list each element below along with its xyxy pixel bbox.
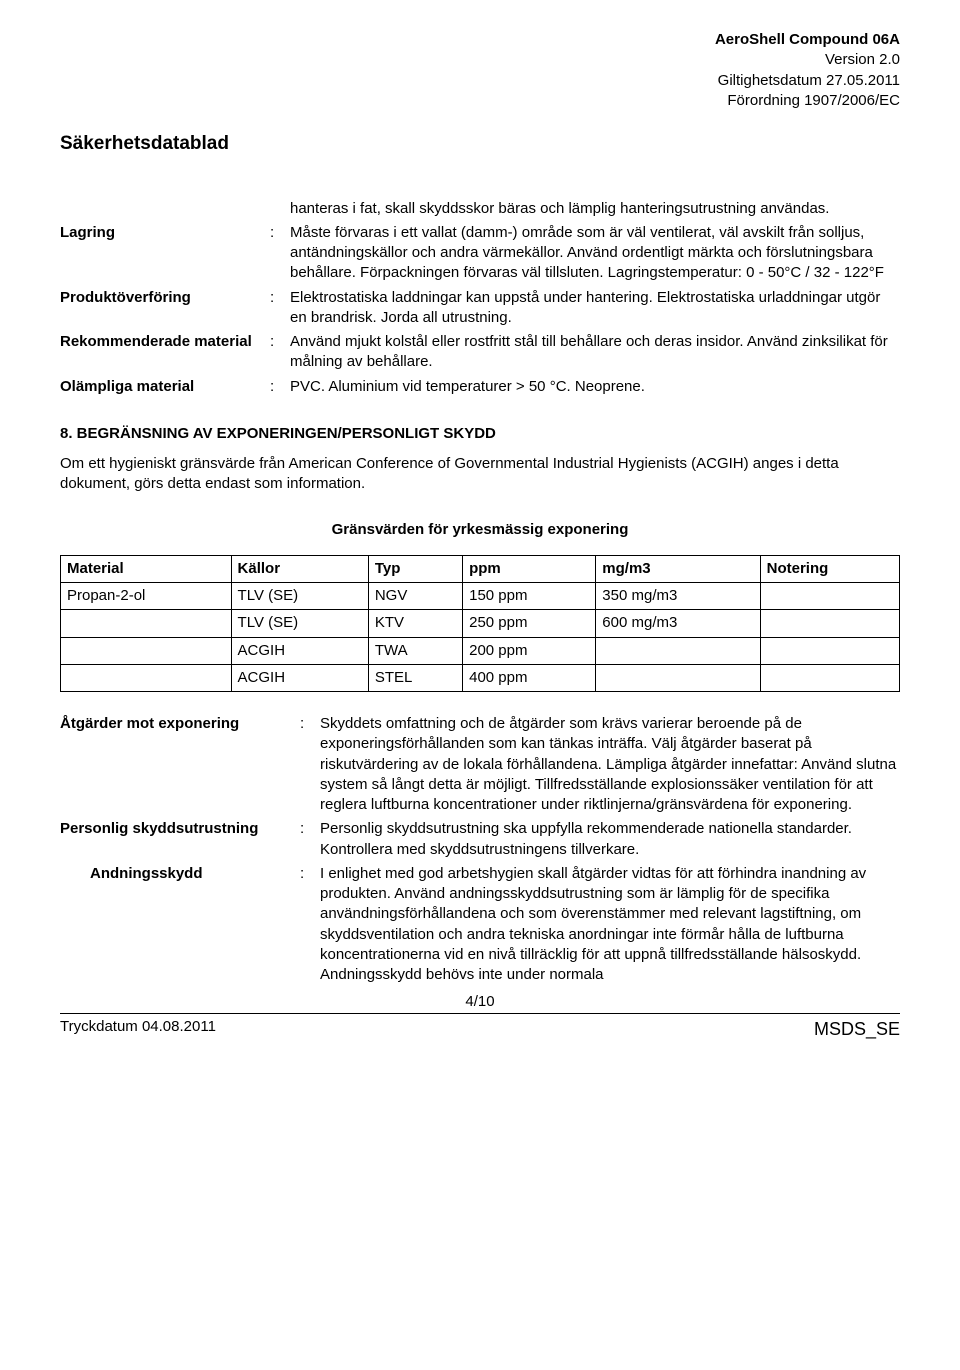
table-cell [760,583,899,610]
definition-row: Olämpliga material:PVC. Aluminium vid te… [60,375,900,399]
table-row: ACGIHTWA200 ppm [61,637,900,664]
table-cell: TLV (SE) [231,610,368,637]
table-cell: ACGIH [231,664,368,691]
table-cell: ACGIH [231,637,368,664]
colon: : [270,375,290,399]
table-cell: TWA [368,637,462,664]
page-footer: Tryckdatum 04.08.2011 MSDS_SE [60,1013,900,1041]
table-cell: 200 ppm [463,637,596,664]
definition-value: Elektrostatiska laddningar kan uppstå un… [290,286,900,331]
page-number-above-rule: 4/10 [60,992,900,1012]
table-cell: 250 ppm [463,610,596,637]
colon [270,197,290,221]
definition-label: Lagring [60,221,270,286]
exposure-limits-table: MaterialKällorTypppmmg/m3Notering Propan… [60,555,900,692]
colon: : [300,862,320,988]
table-header-row: MaterialKällorTypppmmg/m3Notering [61,555,900,582]
definition-row: Rekommenderade material:Använd mjukt kol… [60,330,900,375]
table-cell: TLV (SE) [231,583,368,610]
definition-row: Åtgärder mot exponering:Skyddets omfattn… [60,712,900,817]
definition-label: Produktöverföring [60,286,270,331]
validity-date: Giltighetsdatum 27.05.2011 [60,71,900,91]
definition-label [60,197,270,221]
table-cell [61,664,232,691]
msds-code: MSDS_SE [814,1017,900,1041]
definition-label: Andningsskydd [60,862,300,988]
regulation-text: Förordning 1907/2006/EC [60,91,900,111]
definition-value: Använd mjukt kolstål eller rostfritt stå… [290,330,900,375]
table-body: Propan-2-olTLV (SE)NGV150 ppm350 mg/m3TL… [61,583,900,692]
table-cell: Propan-2-ol [61,583,232,610]
section-8-intro: Om ett hygieniskt gränsvärde från Americ… [60,454,900,495]
table-cell: KTV [368,610,462,637]
header-block: AeroShell Compound 06A Version 2.0 Gilti… [60,30,900,111]
table-cell [61,637,232,664]
table-cell [596,637,760,664]
table-cell [760,637,899,664]
colon: : [270,221,290,286]
product-name: AeroShell Compound 06A [60,30,900,50]
definition-value: hanteras i fat, skall skyddsskor bäras o… [290,197,900,221]
section-8-heading: 8. BEGRÄNSNING AV EXPONERINGEN/PERSONLIG… [60,424,900,444]
table-cell [596,664,760,691]
table-row: Propan-2-olTLV (SE)NGV150 ppm350 mg/m3 [61,583,900,610]
print-date: Tryckdatum 04.08.2011 [60,1017,216,1037]
definition-label: Åtgärder mot exponering [60,712,300,817]
table-cell: STEL [368,664,462,691]
colon: : [300,817,320,862]
table-cell [760,610,899,637]
table-header-cell: mg/m3 [596,555,760,582]
definition-value: Måste förvaras i ett vallat (damm-) områ… [290,221,900,286]
table-header-cell: Typ [368,555,462,582]
table-cell: 150 ppm [463,583,596,610]
definition-row: Lagring:Måste förvaras i ett vallat (dam… [60,221,900,286]
definition-value: Personlig skyddsutrustning ska uppfylla … [320,817,900,862]
table-row: TLV (SE)KTV250 ppm600 mg/m3 [61,610,900,637]
table-cell [760,664,899,691]
definition-value: PVC. Aluminium vid temperaturer > 50 °C.… [290,375,900,399]
table-cell: NGV [368,583,462,610]
table-header-cell: ppm [463,555,596,582]
table-cell: 350 mg/m3 [596,583,760,610]
table-row: ACGIHSTEL400 ppm [61,664,900,691]
definition-row: hanteras i fat, skall skyddsskor bäras o… [60,197,900,221]
definition-value: Skyddets omfattning och de åtgärder som … [320,712,900,817]
sds-title: Säkerhetsdatablad [60,131,900,157]
table-cell [61,610,232,637]
definition-label: Rekommenderade material [60,330,270,375]
definition-label: Personlig skyddsutrustning [60,817,300,862]
colon: : [270,330,290,375]
table-cell: 400 ppm [463,664,596,691]
colon: : [300,712,320,817]
table-header-cell: Källor [231,555,368,582]
definition-label: Olämpliga material [60,375,270,399]
version-text: Version 2.0 [60,50,900,70]
definition-row: Produktöverföring:Elektrostatiska laddni… [60,286,900,331]
table-header-cell: Material [61,555,232,582]
definition-value: I enlighet med god arbetshygien skall åt… [320,862,900,988]
definition-list-section8: Åtgärder mot exponering:Skyddets omfattn… [60,712,900,987]
definition-list-top: hanteras i fat, skall skyddsskor bäras o… [60,197,900,399]
table-header-cell: Notering [760,555,899,582]
table-cell: 600 mg/m3 [596,610,760,637]
exposure-table-title: Gränsvärden för yrkesmässig exponering [60,520,900,540]
colon: : [270,286,290,331]
definition-row: Andningsskydd:I enlighet med god arbetsh… [60,862,900,988]
definition-row: Personlig skyddsutrustning:Personlig sky… [60,817,900,862]
